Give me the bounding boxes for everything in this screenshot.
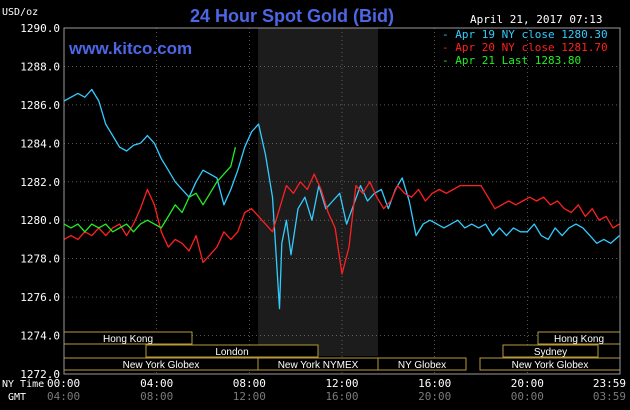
y-axis-label: USD/oz <box>2 7 38 18</box>
session-label: Hong Kong <box>554 334 604 345</box>
session-label: Sydney <box>534 347 567 358</box>
session-label: New York Globex <box>512 360 589 371</box>
x-tick-label-ny: 12:00 <box>325 377 358 390</box>
x-tick-label-gmt: 20:00 <box>418 390 451 403</box>
x-tick-label-ny: 08:00 <box>233 377 266 390</box>
legend: - Apr 19 NY close 1280.30- Apr 20 NY clo… <box>442 28 608 67</box>
session-label: New York Globex <box>123 360 200 371</box>
x-tick-label-ny: 04:00 <box>140 377 173 390</box>
y-tick-label: 1280.0 <box>20 214 60 227</box>
x-tick-label-gmt: 16:00 <box>325 390 358 403</box>
session-box <box>377 357 467 371</box>
x-tick-label-ny: 00:00 <box>47 377 80 390</box>
plot-frame <box>63 27 621 375</box>
x-tick-label-gmt: 00:00 <box>511 390 544 403</box>
y-tick-label: 1282.0 <box>20 176 60 189</box>
x-tick-label-gmt: 12:00 <box>233 390 266 403</box>
series-lines <box>63 88 620 310</box>
session-label: Hong Kong <box>103 334 153 345</box>
x-row-label-gmt: GMT <box>8 392 26 403</box>
chart-title: 24 Hour Spot Gold (Bid) <box>190 6 394 26</box>
y-tick-label: 1284.0 <box>20 137 60 150</box>
x-tick-label-ny: 20:00 <box>511 377 544 390</box>
legend-entry: - Apr 20 NY close 1281.70 <box>442 41 608 54</box>
x-tick-label-ny: 16:00 <box>418 377 451 390</box>
legend-entry: - Apr 21 Last 1283.80 <box>442 54 581 67</box>
website-label: www.kitco.com <box>68 39 192 58</box>
legend-entry: - Apr 19 NY close 1280.30 <box>442 28 608 41</box>
series-line-apr-19 <box>63 88 620 310</box>
series-line-apr-21 <box>63 147 237 233</box>
series-line-apr-20 <box>63 173 620 275</box>
y-tick-label: 1286.0 <box>20 99 60 112</box>
y-tick-label: 1272.0 <box>20 368 60 381</box>
session-bars: Hong Kong London New York Globex New York N… <box>63 331 621 371</box>
chart-datestamp: April 21, 2017 07:13 <box>470 13 602 26</box>
y-tick-label: 1290.0 <box>20 22 60 35</box>
y-tick-labels: 1290.0 1288.0 1286.0 1284.0 1282.0 1280.0 1278… <box>20 22 60 381</box>
y-tick-label: 1274.0 <box>20 330 60 343</box>
x-tick-labels: 00:0004:0004:0008:0008:0012:0012:0016:00… <box>47 377 626 403</box>
x-tick-label-ny: 23:59 <box>593 377 626 390</box>
x-row-label-ny: NY Time <box>2 379 44 390</box>
x-tick-label-gmt: 03:59 <box>593 390 626 403</box>
session-box <box>145 344 319 358</box>
y-tick-label: 1276.0 <box>20 291 60 304</box>
session-label: London <box>215 347 248 358</box>
y-tick-label: 1278.0 <box>20 253 60 266</box>
x-tick-label-gmt: 08:00 <box>140 390 173 403</box>
y-tick-label: 1288.0 <box>20 60 60 73</box>
session-box <box>502 344 599 358</box>
session-label: New York NYMEX <box>278 360 359 371</box>
x-tick-label-gmt: 04:00 <box>47 390 80 403</box>
session-label: NY Globex <box>398 360 446 371</box>
